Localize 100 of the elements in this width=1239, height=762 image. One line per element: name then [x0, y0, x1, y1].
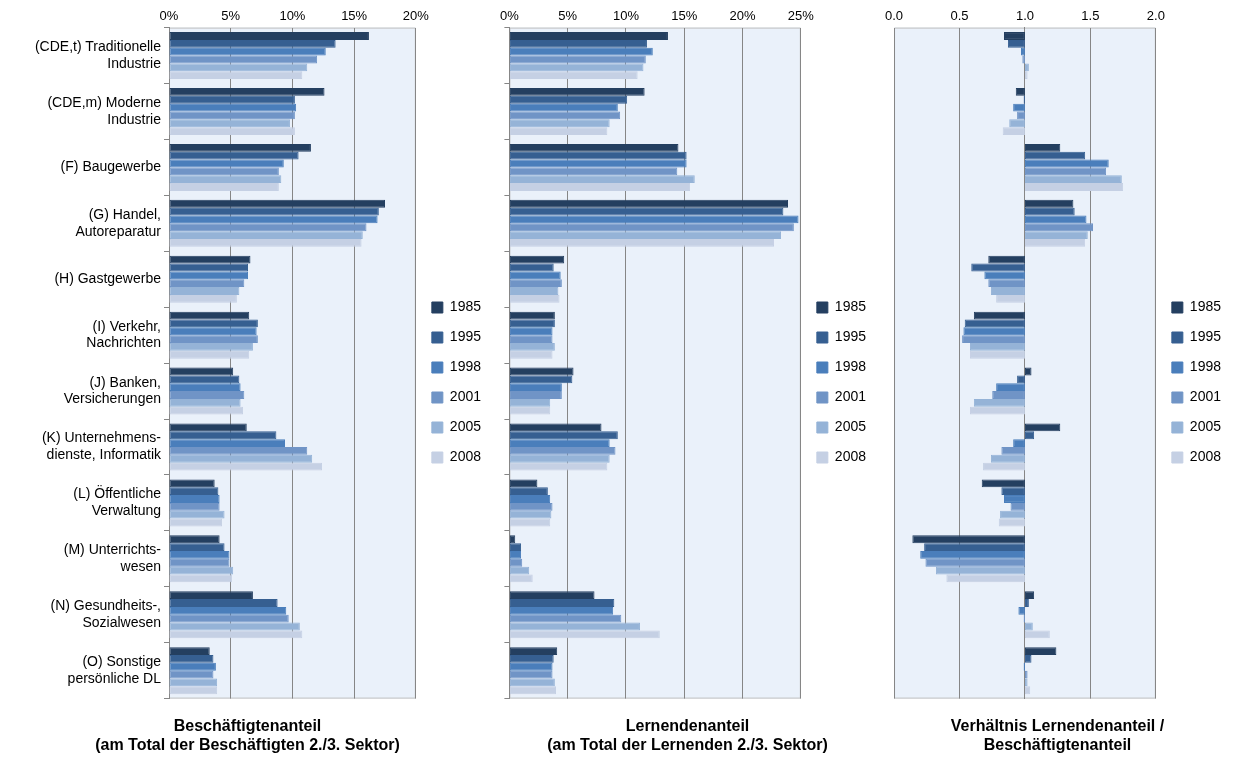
bar	[169, 63, 308, 72]
y-tick-label: (N) Gesundheits-, Sozialwesen	[50, 597, 161, 630]
bar	[169, 502, 220, 511]
bar	[990, 454, 1025, 463]
x-tick-label: 0.0	[885, 8, 904, 24]
bar	[169, 606, 287, 615]
y-tick-label: (J) Banken, Versicherungen	[63, 373, 161, 407]
bar	[962, 335, 1025, 343]
bar	[169, 439, 286, 447]
bar	[509, 654, 554, 663]
x-axis-title: Verhältnis Lernendenanteil / Beschäftigtenanteil	[950, 716, 1165, 753]
bar	[169, 406, 244, 415]
bar	[1024, 215, 1087, 224]
bar	[509, 614, 622, 623]
bar	[509, 406, 551, 415]
bar	[509, 686, 557, 695]
x-tick-label: 1.0	[1015, 8, 1034, 24]
bar	[169, 39, 336, 48]
bar	[1024, 143, 1061, 152]
bar	[973, 398, 1025, 407]
bar	[1024, 151, 1086, 160]
bar	[509, 502, 553, 511]
bar	[169, 294, 237, 303]
y-tick-label: (H) Gastgewerbe	[54, 270, 162, 287]
bar	[169, 535, 220, 544]
bar	[169, 119, 290, 128]
bar	[509, 350, 553, 359]
bar	[169, 654, 214, 663]
legend-label: 1995	[834, 328, 867, 345]
bar	[920, 550, 1025, 559]
legend-label: 2008	[449, 448, 482, 465]
bar	[169, 279, 245, 288]
bar	[169, 143, 311, 152]
bar	[169, 87, 325, 96]
bar	[509, 398, 551, 407]
bar	[969, 350, 1025, 359]
bar	[1004, 495, 1025, 503]
bar	[1024, 630, 1050, 639]
bar	[169, 550, 230, 559]
bar	[509, 63, 644, 72]
bar	[984, 271, 1025, 280]
bar	[169, 454, 313, 463]
x-tick-label: 20%	[402, 8, 430, 24]
bar	[169, 342, 253, 351]
bar	[509, 39, 647, 48]
bar	[509, 167, 678, 176]
bar	[169, 383, 241, 392]
bar	[509, 287, 559, 295]
bar	[169, 599, 278, 607]
bar	[169, 591, 253, 600]
bar	[990, 287, 1025, 295]
bar	[169, 647, 210, 655]
bar	[1024, 223, 1094, 232]
bar	[169, 423, 247, 432]
bar	[169, 398, 241, 407]
bar	[1009, 119, 1025, 128]
y-tick-label: (O) Sonstige persönliche DL	[67, 653, 162, 686]
legend-label: 1998	[1189, 358, 1222, 375]
bar	[169, 111, 295, 120]
x-tick-label: 2.0	[1146, 8, 1165, 24]
bar	[509, 446, 616, 455]
legend-label: 1998	[834, 358, 867, 375]
bar	[509, 127, 608, 135]
bar	[509, 32, 668, 40]
bar	[509, 383, 562, 392]
bar	[509, 574, 533, 583]
bar	[509, 423, 602, 432]
bar	[1024, 183, 1124, 191]
bar	[509, 223, 794, 232]
bar	[509, 439, 610, 447]
bar	[169, 151, 299, 160]
bar	[509, 215, 799, 224]
bar	[509, 151, 687, 160]
bar	[169, 47, 326, 56]
legend-label: 1985	[449, 298, 482, 315]
bar	[925, 558, 1025, 567]
bar	[169, 71, 303, 80]
x-tick-label: 1.5	[1081, 8, 1100, 24]
bar	[509, 47, 653, 56]
legend-label: 2001	[834, 388, 867, 405]
bar	[169, 271, 248, 280]
bar	[988, 279, 1025, 288]
x-tick-label: 10%	[279, 8, 306, 24]
bar	[509, 231, 782, 239]
x-tick-label: 0.5	[950, 8, 969, 24]
bar	[992, 391, 1025, 399]
y-tick-label: (G) Handel, Autoreparatur	[75, 205, 162, 239]
bar	[996, 383, 1025, 392]
bar	[169, 662, 216, 671]
bar	[509, 630, 660, 639]
bar	[169, 32, 369, 40]
bar	[169, 327, 257, 336]
bar	[169, 175, 282, 184]
x-tick-label: 5%	[558, 8, 578, 24]
bar	[169, 215, 378, 224]
bar	[1010, 502, 1025, 511]
bar	[169, 510, 225, 519]
bar	[509, 271, 561, 280]
bar	[1001, 487, 1025, 496]
y-tick-label: (F) Baugewerbe	[60, 158, 162, 175]
